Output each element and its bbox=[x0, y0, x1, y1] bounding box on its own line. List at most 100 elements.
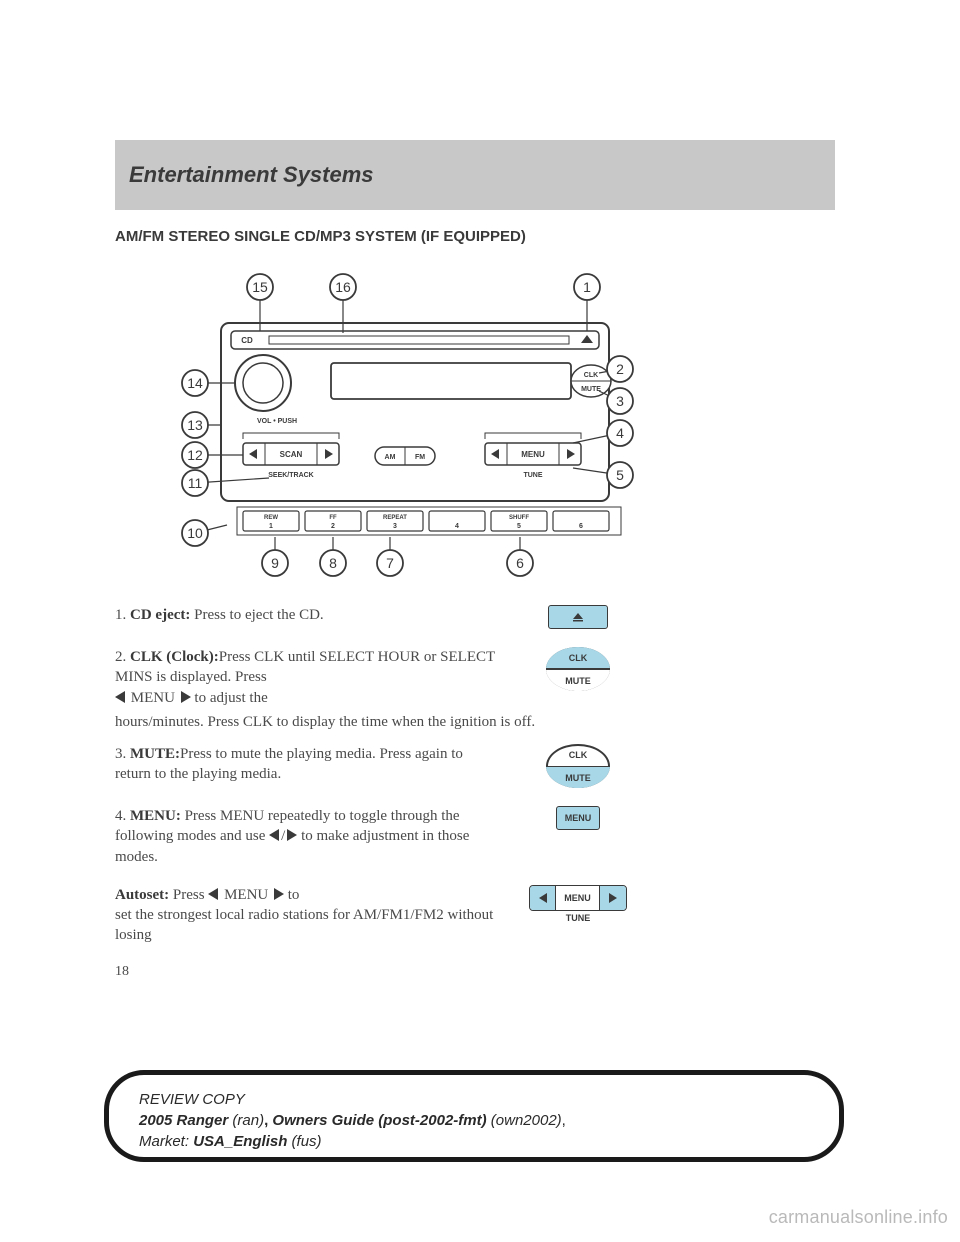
mute-label: MUTE bbox=[546, 669, 610, 691]
eject-icon bbox=[548, 605, 608, 629]
footer-l1: REVIEW COPY bbox=[139, 1091, 245, 1108]
section-header: Entertainment Systems bbox=[115, 140, 835, 210]
footer-l2b: (ran) bbox=[232, 1112, 264, 1129]
page-number: 18 bbox=[115, 964, 835, 980]
svg-text:SCAN: SCAN bbox=[280, 450, 303, 459]
menu-center: MENU bbox=[556, 886, 600, 910]
footer-review-box: REVIEW COPY 2005 Ranger (ran), Owners Gu… bbox=[104, 1070, 844, 1162]
menu-right-arrow bbox=[600, 886, 626, 910]
item-autoset: Autoset: Press MENU to set the strongest… bbox=[115, 885, 835, 946]
item-4: 4. MENU: Press MENU repeatedly to toggle… bbox=[115, 806, 835, 867]
svg-text:TUNE: TUNE bbox=[523, 472, 542, 479]
item-2-tail: to adjust the bbox=[194, 690, 267, 706]
menu-row: MENU bbox=[529, 885, 627, 911]
svg-text:1: 1 bbox=[269, 523, 273, 530]
footer-l2a: 2005 Ranger bbox=[139, 1112, 228, 1129]
svg-text:5: 5 bbox=[616, 467, 624, 483]
svg-text:9: 9 bbox=[271, 555, 279, 571]
right-arrow-icon-2 bbox=[287, 829, 297, 841]
item-4-label: MENU: bbox=[130, 808, 181, 824]
svg-text:REW: REW bbox=[264, 515, 278, 521]
svg-text:11: 11 bbox=[188, 475, 203, 491]
svg-text:CD: CD bbox=[241, 336, 253, 345]
clk-label-2: CLK bbox=[546, 744, 610, 766]
svg-text:12: 12 bbox=[187, 447, 203, 463]
svg-text:8: 8 bbox=[329, 555, 337, 571]
menu-left-arrow bbox=[530, 886, 556, 910]
svg-text:MUTE: MUTE bbox=[581, 386, 601, 393]
clk-button-icon: CLK MUTE bbox=[523, 647, 633, 691]
svg-text:FM: FM bbox=[415, 454, 425, 461]
item-autoset-text: Autoset: Press MENU to set the strongest… bbox=[115, 885, 495, 946]
item-1-text: 1. CD eject: Press to eject the CD. bbox=[115, 605, 495, 625]
item-1: 1. CD eject: Press to eject the CD. bbox=[115, 605, 835, 629]
svg-text:10: 10 bbox=[187, 525, 203, 541]
mute-oval: CLK MUTE bbox=[546, 744, 610, 788]
item-4-num: 4. bbox=[115, 808, 130, 824]
item-1-num: 1. bbox=[115, 607, 130, 623]
svg-text:6: 6 bbox=[579, 523, 583, 530]
svg-text:CLK: CLK bbox=[584, 372, 598, 379]
left-arrow-icon-2 bbox=[269, 829, 279, 841]
svg-text:AM: AM bbox=[385, 454, 396, 461]
item-1-label: CD eject: bbox=[130, 607, 190, 623]
tune-label: TUNE bbox=[566, 913, 591, 923]
autoset-label: Autoset: bbox=[115, 887, 169, 903]
left-arrow-icon-3 bbox=[208, 888, 218, 900]
section-title: AM/FM STEREO SINGLE CD/MP3 SYSTEM (IF EQ… bbox=[115, 228, 835, 245]
svg-text:FF: FF bbox=[329, 515, 337, 521]
autoset-menu: MENU bbox=[224, 887, 268, 903]
menu-button-icon: MENU bbox=[523, 806, 633, 830]
item-2: 2. CLK (Clock):Press CLK until SELECT HO… bbox=[115, 647, 835, 708]
svg-text:SEEK/TRACK: SEEK/TRACK bbox=[268, 472, 314, 479]
item-3: 3. MUTE:Press to mute the playing media.… bbox=[115, 744, 835, 788]
item-2-label: CLK (Clock): bbox=[130, 649, 219, 665]
autoset-tail: to bbox=[288, 887, 300, 903]
svg-text:4: 4 bbox=[455, 523, 459, 530]
clk-label: CLK bbox=[546, 647, 610, 669]
svg-text:3: 3 bbox=[393, 523, 397, 530]
item-4-text: 4. MENU: Press MENU repeatedly to toggle… bbox=[115, 806, 495, 867]
autoset-body: Press bbox=[173, 887, 205, 903]
mute-label-2: MUTE bbox=[546, 766, 610, 788]
item-2-full-line: hours/minutes. Press CLK to display the … bbox=[115, 712, 835, 732]
menu-tune-bar-icon: MENU TUNE bbox=[523, 885, 633, 923]
item-2-num: 2. bbox=[115, 649, 130, 665]
section-header-title: Entertainment Systems bbox=[129, 162, 374, 188]
footer-l3c: (fus) bbox=[292, 1133, 322, 1150]
svg-text:3: 3 bbox=[616, 393, 624, 409]
svg-text:4: 4 bbox=[616, 425, 624, 441]
mute-button-icon: CLK MUTE bbox=[523, 744, 633, 788]
svg-text:6: 6 bbox=[516, 555, 524, 571]
item-3-label: MUTE: bbox=[130, 746, 180, 762]
svg-text:15: 15 bbox=[252, 279, 268, 295]
svg-text:7: 7 bbox=[386, 555, 394, 571]
footer-l3a: Market: bbox=[139, 1133, 189, 1150]
svg-text:SHUFF: SHUFF bbox=[509, 515, 529, 521]
clk-oval: CLK MUTE bbox=[546, 647, 610, 691]
menu-word: MENU bbox=[131, 690, 175, 706]
footer-l2c: Owners Guide (post-2002-fmt) bbox=[272, 1112, 486, 1129]
autoset-line2: set the strongest local radio stations f… bbox=[115, 907, 493, 943]
item-2-text: 2. CLK (Clock):Press CLK until SELECT HO… bbox=[115, 647, 495, 708]
menu-icon: MENU bbox=[556, 806, 600, 830]
footer-l3b: USA_English bbox=[193, 1133, 287, 1150]
svg-text:REPEAT: REPEAT bbox=[383, 515, 407, 521]
svg-text:VOL • PUSH: VOL • PUSH bbox=[257, 418, 297, 425]
svg-text:2: 2 bbox=[331, 523, 335, 530]
item-1-body: Press to eject the CD. bbox=[194, 607, 324, 623]
left-arrow-icon bbox=[115, 691, 125, 703]
svg-text:1: 1 bbox=[583, 279, 591, 295]
right-arrow-icon bbox=[181, 691, 191, 703]
item-3-text: 3. MUTE:Press to mute the playing media.… bbox=[115, 744, 495, 785]
eject-button-icon bbox=[523, 605, 633, 629]
svg-text:2: 2 bbox=[616, 361, 624, 377]
svg-text:MENU: MENU bbox=[521, 450, 545, 459]
svg-text:5: 5 bbox=[517, 523, 521, 530]
svg-text:16: 16 bbox=[335, 279, 351, 295]
radio-diagram: CD VOL • PUSH CLK MUTE SCAN SEEK/TRACK AM FM MEN… bbox=[165, 263, 645, 583]
item-3-num: 3. bbox=[115, 746, 130, 762]
watermark: carmanualsonline.info bbox=[769, 1207, 948, 1228]
svg-text:14: 14 bbox=[187, 375, 203, 391]
svg-text:13: 13 bbox=[187, 417, 203, 433]
